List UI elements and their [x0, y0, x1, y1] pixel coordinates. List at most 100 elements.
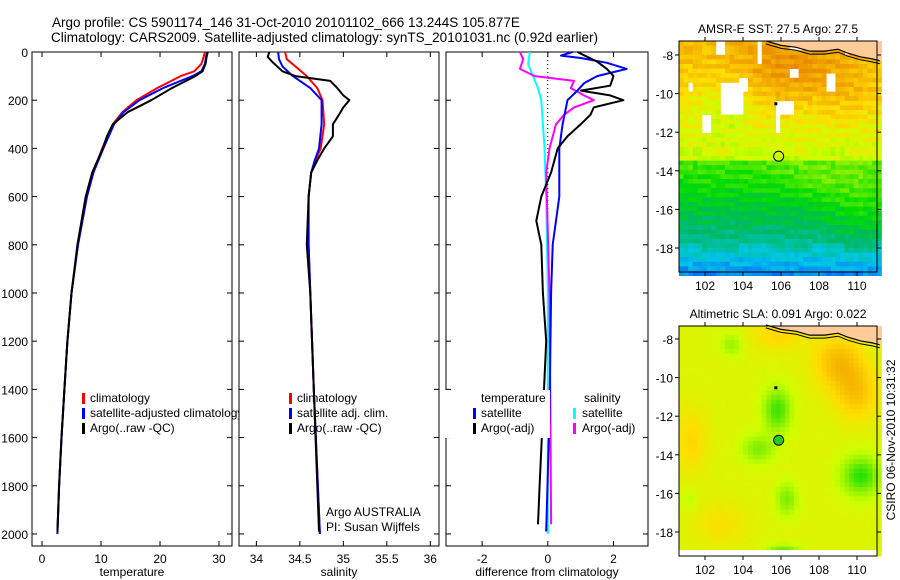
map-cell: [725, 459, 730, 465]
map-cell: [807, 91, 813, 97]
map-cell: [858, 418, 864, 423]
map-cell: [688, 482, 694, 488]
map-cell: [798, 339, 804, 345]
map-cell: [780, 404, 786, 410]
map-cell: [812, 459, 818, 465]
map-cell: [683, 137, 689, 143]
map-cell: [738, 367, 744, 373]
map-cell: [738, 137, 744, 143]
map-cell: [715, 261, 721, 267]
map-cell: [826, 427, 832, 433]
map-cell: [817, 77, 822, 83]
map-cell: [692, 482, 698, 488]
map-cell: [725, 77, 730, 83]
map-cell: [821, 500, 827, 506]
map-cell: [761, 385, 767, 391]
map-cell: [794, 243, 799, 249]
map-cell: [780, 349, 786, 354]
map-cell: [872, 202, 878, 207]
map-cell: [835, 510, 841, 515]
map-cell: [706, 349, 712, 354]
map-cell: [729, 459, 735, 465]
map-cell: [692, 500, 698, 506]
map-cell: [729, 500, 735, 506]
map-cell: [803, 482, 809, 488]
map-cell: [748, 261, 753, 267]
map-cell: [863, 450, 868, 456]
map-cell: [872, 257, 878, 263]
map-cell: [725, 510, 730, 515]
map-cell: [720, 408, 726, 414]
map-cell: [748, 431, 753, 437]
map-cell: [688, 454, 694, 460]
map-cell: [872, 362, 878, 368]
map-cell: [715, 477, 721, 483]
map-cell: [876, 505, 882, 511]
map-cell: [706, 271, 712, 276]
map-cell: [872, 179, 878, 184]
map-cell: [692, 192, 698, 198]
map-cell: [826, 123, 832, 129]
map-cell: [679, 349, 684, 354]
map-cell: [876, 404, 882, 410]
map-cell: [780, 179, 786, 184]
map-cell: [711, 358, 717, 364]
map-cell: [853, 413, 859, 419]
map-cell: [679, 487, 684, 492]
map-cell: [789, 477, 795, 483]
map-cell: [876, 395, 882, 400]
map-cell: [692, 477, 698, 483]
map-cell: [830, 248, 836, 253]
map-cell: [679, 59, 684, 65]
map-cell: [679, 422, 684, 428]
map-cell: [835, 454, 841, 460]
map-cell: [812, 91, 818, 97]
map-cell: [752, 197, 758, 203]
map-cell: [715, 160, 721, 166]
map-cell: [738, 114, 744, 120]
map-cell: [702, 510, 707, 515]
map-cell: [692, 146, 698, 152]
map-cell: [812, 202, 818, 207]
map-cell: [734, 353, 740, 359]
map-cell: [798, 225, 804, 230]
map-cell: [752, 482, 758, 488]
map-cell: [830, 436, 836, 442]
map-cell: [812, 64, 818, 69]
map-cell: [780, 546, 786, 552]
map-cell: [794, 454, 799, 460]
map-cell: [863, 473, 868, 479]
map-cell: [784, 248, 790, 253]
map-cell: [853, 349, 859, 354]
map-cell: [798, 546, 804, 552]
map-cell: [715, 381, 721, 387]
map-cell: [826, 202, 832, 207]
map-cell: [835, 266, 841, 272]
map-cell: [743, 408, 749, 414]
map-cell: [784, 376, 790, 382]
map-cell: [821, 146, 827, 152]
map-cell: [817, 514, 822, 520]
map-cell: [711, 188, 717, 194]
map-cell: [867, 243, 873, 249]
map-cell: [812, 519, 818, 525]
map-cell: [688, 114, 694, 120]
map-cell: [784, 436, 790, 442]
map-cell: [867, 248, 873, 253]
map-cell: [688, 225, 694, 230]
map-cell: [752, 459, 758, 465]
map-cell: [697, 151, 703, 157]
map-cell: [679, 64, 684, 69]
map-cell: [738, 358, 744, 364]
map-cell: [835, 151, 841, 157]
map-cell: [748, 169, 753, 175]
map-cell: [780, 192, 786, 198]
map-cell: [752, 248, 758, 253]
map-cell: [683, 151, 689, 157]
map-cell: [711, 82, 717, 88]
map-cell: [734, 54, 740, 60]
map-cell: [711, 128, 717, 134]
map-cell: [706, 418, 712, 423]
map-cell: [715, 59, 721, 65]
map-cell: [683, 59, 689, 65]
